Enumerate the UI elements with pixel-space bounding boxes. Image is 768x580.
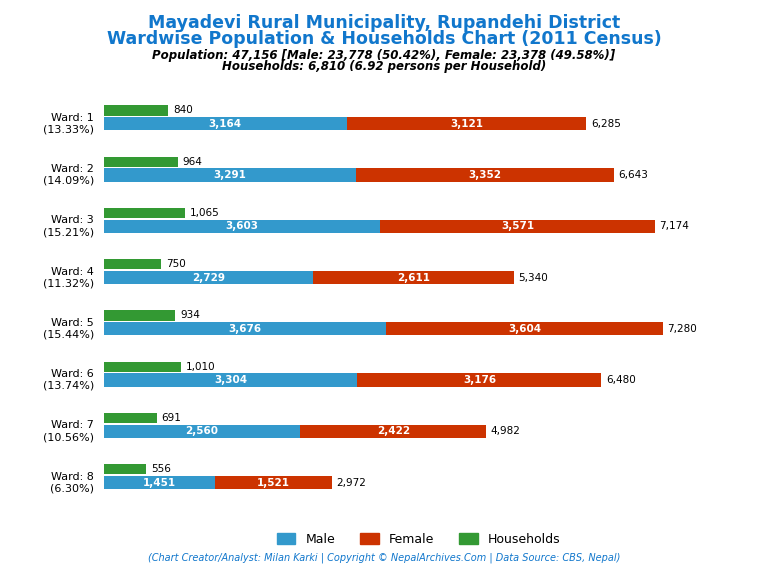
Text: 2,972: 2,972 xyxy=(336,477,366,488)
Text: 691: 691 xyxy=(161,413,181,423)
Text: 556: 556 xyxy=(151,464,170,474)
Text: Households: 6,810 (6.92 persons per Household): Households: 6,810 (6.92 persons per Hous… xyxy=(222,60,546,73)
Bar xyxy=(215,476,332,489)
Bar xyxy=(380,220,654,233)
Text: Wardwise Population & Households Chart (2011 Census): Wardwise Population & Households Chart (… xyxy=(107,30,661,48)
Bar xyxy=(104,168,356,182)
Bar xyxy=(104,413,157,423)
Bar xyxy=(346,117,586,130)
Bar xyxy=(300,425,486,438)
Text: 750: 750 xyxy=(166,259,186,269)
Text: 3,676: 3,676 xyxy=(228,324,261,334)
Text: 2,729: 2,729 xyxy=(192,273,225,282)
Text: 3,352: 3,352 xyxy=(468,170,502,180)
Bar xyxy=(104,361,181,372)
Text: 4,982: 4,982 xyxy=(491,426,521,436)
Text: 2,422: 2,422 xyxy=(377,426,410,436)
Bar xyxy=(104,310,175,321)
Text: 1,010: 1,010 xyxy=(186,362,216,372)
Text: 3,176: 3,176 xyxy=(463,375,496,385)
Text: 964: 964 xyxy=(182,157,202,166)
Text: 3,603: 3,603 xyxy=(226,221,259,231)
Legend: Male, Female, Households: Male, Female, Households xyxy=(272,528,565,551)
Bar xyxy=(104,259,161,269)
Text: 1,451: 1,451 xyxy=(143,477,176,488)
Bar xyxy=(357,374,601,387)
Text: 6,480: 6,480 xyxy=(606,375,636,385)
Bar xyxy=(104,117,346,130)
Bar xyxy=(386,322,663,335)
Text: 2,611: 2,611 xyxy=(397,273,430,282)
Text: 3,571: 3,571 xyxy=(501,221,534,231)
Bar xyxy=(356,168,614,182)
Bar xyxy=(104,464,147,474)
Bar xyxy=(104,322,386,335)
Text: 2,560: 2,560 xyxy=(186,426,218,436)
Bar xyxy=(104,106,168,115)
Text: 3,291: 3,291 xyxy=(214,170,247,180)
Text: 840: 840 xyxy=(173,106,193,115)
Text: 3,604: 3,604 xyxy=(508,324,541,334)
Bar xyxy=(104,220,380,233)
Bar xyxy=(104,476,215,489)
Bar xyxy=(313,271,514,284)
Bar xyxy=(104,425,300,438)
Text: 7,174: 7,174 xyxy=(659,221,689,231)
Text: 3,164: 3,164 xyxy=(209,119,242,129)
Text: Population: 47,156 [Male: 23,778 (50.42%), Female: 23,378 (49.58%)]: Population: 47,156 [Male: 23,778 (50.42%… xyxy=(152,49,616,61)
Bar xyxy=(104,157,177,167)
Text: 7,280: 7,280 xyxy=(667,324,697,334)
Bar xyxy=(104,271,313,284)
Text: 3,121: 3,121 xyxy=(450,119,483,129)
Text: 6,285: 6,285 xyxy=(591,119,621,129)
Text: (Chart Creator/Analyst: Milan Karki | Copyright © NepalArchives.Com | Data Sourc: (Chart Creator/Analyst: Milan Karki | Co… xyxy=(147,552,621,563)
Bar xyxy=(104,208,185,218)
Text: 6,643: 6,643 xyxy=(618,170,648,180)
Text: 1,065: 1,065 xyxy=(190,208,220,218)
Text: 3,304: 3,304 xyxy=(214,375,247,385)
Text: 934: 934 xyxy=(180,310,200,321)
Text: 1,521: 1,521 xyxy=(257,477,290,488)
Bar xyxy=(104,374,357,387)
Text: Mayadevi Rural Municipality, Rupandehi District: Mayadevi Rural Municipality, Rupandehi D… xyxy=(148,14,620,32)
Text: 5,340: 5,340 xyxy=(518,273,548,282)
